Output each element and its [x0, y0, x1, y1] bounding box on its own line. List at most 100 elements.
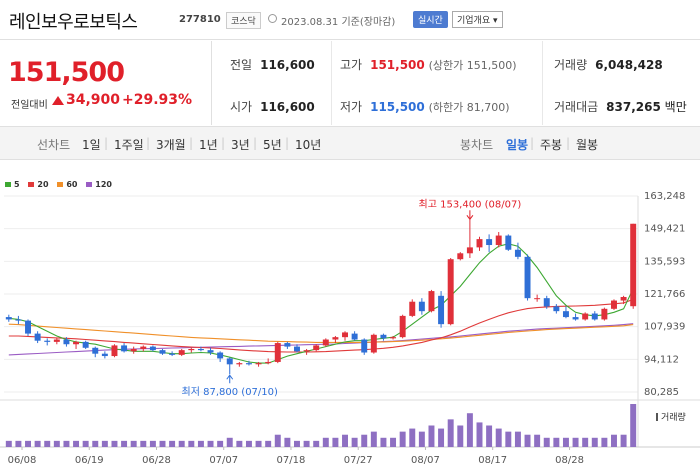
volume-bar: [82, 440, 89, 447]
candle: [82, 341, 89, 348]
tab-10y[interactable]: 10년: [295, 138, 322, 152]
stock-name: 레인보우로보틱스: [9, 12, 138, 33]
period-tabs: 선차트 1일 | 1주일 | 3개월 | 1년 | 3년 | 5년 | 10년 …: [0, 126, 700, 160]
clock-icon: [268, 14, 277, 23]
candle: [34, 333, 41, 341]
volume-bar: [226, 437, 233, 447]
x-tick-label: 08/28: [555, 455, 584, 466]
volume-bar: [15, 440, 22, 447]
candle: [25, 320, 31, 334]
stock-chart[interactable]: 최고 153,400 (08/07) 최저 87,800 (07/10) 163,…: [0, 192, 700, 472]
candle: [5, 317, 12, 320]
volume-bar: [44, 440, 51, 447]
candlesticks: [5, 219, 637, 375]
volume-bar: [428, 425, 435, 447]
candle: [572, 317, 579, 320]
candle-chart-label: 봉차트: [460, 138, 494, 152]
quote-date: 2023.08.31 기준(장마감): [281, 17, 396, 28]
candle: [495, 235, 502, 246]
x-tick-label: 07/27: [344, 455, 373, 466]
volume-bar: [466, 413, 473, 447]
candle: [418, 301, 425, 312]
candle: [73, 341, 80, 345]
candle: [351, 333, 358, 340]
candle: [543, 298, 550, 307]
candle: [611, 300, 617, 309]
candle: [294, 346, 300, 352]
volume-bar: [591, 437, 598, 447]
stat-volume: 거래량 6,048,428: [554, 58, 663, 72]
x-axis: 06/08 06/19 06/28 07/07 07/18 07/27 08/07 08/17…: [8, 447, 584, 466]
low-annotation: 최저 87,800 (07/10): [182, 386, 278, 398]
volume-bar: [53, 440, 60, 447]
x-tick-label: 07/18: [277, 455, 306, 466]
volume-bar: [63, 440, 70, 447]
volume-bar: [245, 440, 252, 447]
volume-bar: [399, 431, 406, 447]
volume-bar: [630, 404, 637, 447]
stock-header: 레인보우로보틱스 277810 코스닥 2023.08.31 기준(장마감) 실…: [0, 0, 700, 40]
candle: [630, 223, 637, 307]
volume-bar: [409, 428, 416, 447]
volume-legend-mark: [656, 413, 658, 421]
volume-bar: [169, 440, 176, 447]
candle: [101, 353, 108, 357]
tab-3y[interactable]: 3년: [231, 138, 250, 152]
volume-bar: [274, 434, 281, 447]
volume-bar: [534, 434, 541, 447]
candle: [438, 295, 445, 325]
candle: [399, 315, 406, 338]
volume-bar: [25, 440, 31, 447]
candle: [361, 339, 368, 353]
tab-3m[interactable]: 3개월: [156, 138, 186, 152]
candle: [601, 308, 608, 320]
high-annotation: 최고 153,400 (08/07): [419, 198, 522, 210]
x-tick-label: 06/08: [8, 455, 37, 466]
company-info-dropdown[interactable]: 기업개요 ▾: [452, 11, 503, 28]
arrow-down-icon: [466, 214, 474, 221]
candle: [130, 348, 137, 352]
candle: [245, 363, 252, 365]
candle: [332, 337, 339, 340]
candle: [313, 345, 320, 351]
candle: [53, 339, 60, 342]
candle: [217, 352, 224, 359]
volume-bar: [255, 440, 262, 447]
volume-bar: [486, 425, 493, 447]
divider: [331, 41, 332, 125]
tab-weekly[interactable]: 주봉: [540, 138, 563, 152]
volume-bar: [217, 440, 224, 447]
candle: [169, 353, 176, 355]
candle: [457, 253, 464, 260]
y-tick-label: 121,766: [644, 289, 685, 300]
divider: |: [253, 136, 258, 150]
tab-monthly[interactable]: 월봉: [576, 138, 599, 152]
stat-open: 시가 116,600: [230, 100, 315, 114]
volume-bar: [322, 437, 329, 447]
y-tick-label: 80,285: [644, 387, 679, 398]
tab-1w[interactable]: 1주일: [114, 138, 144, 152]
volume-bar: [361, 434, 368, 447]
volume-bar: [149, 440, 156, 447]
candle: [92, 347, 99, 354]
volume-bar: [342, 434, 348, 447]
candle: [620, 296, 627, 301]
volume-bar: [611, 434, 617, 447]
candle: [505, 235, 512, 250]
y-tick-label: 107,939: [644, 322, 685, 333]
candle: [591, 313, 598, 320]
divider: |: [285, 136, 290, 150]
candle: [370, 334, 377, 353]
arrow-up-icon: [52, 96, 64, 105]
tab-1d[interactable]: 1일: [82, 138, 101, 152]
tab-daily[interactable]: 일봉: [506, 138, 529, 152]
tab-1y[interactable]: 1년: [199, 138, 218, 152]
y-tick-label: 94,112: [644, 354, 679, 365]
volume-bar: [438, 428, 445, 447]
realtime-button[interactable]: 실시간: [413, 11, 448, 28]
candle: [178, 350, 185, 355]
candle: [534, 298, 541, 300]
tab-5y[interactable]: 5년: [263, 138, 282, 152]
stat-prev-close: 전일 116,600: [230, 58, 315, 72]
change-percent: +29.93%: [122, 92, 193, 108]
